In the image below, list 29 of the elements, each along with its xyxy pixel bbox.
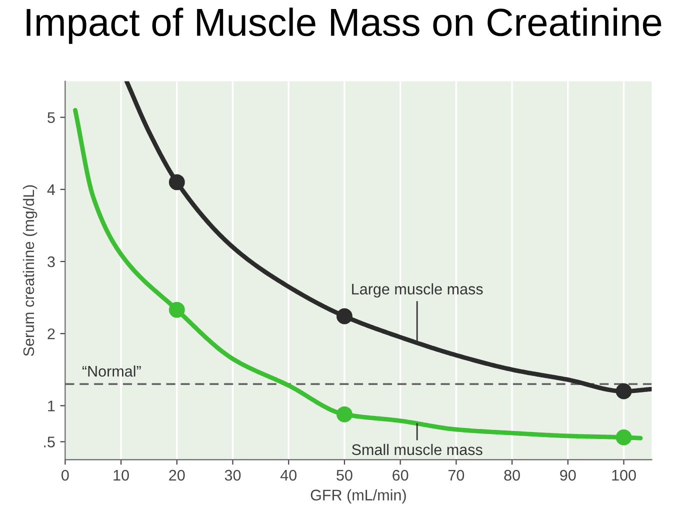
y-tick-label: 4 xyxy=(47,184,55,195)
y-tick-label: 5 xyxy=(48,112,55,124)
chart-title: Impact of Muscle Mass on Creatinine xyxy=(26,8,662,44)
y-tick-label: 2 xyxy=(48,328,55,340)
point xyxy=(168,174,185,190)
y-tick-label: 3 xyxy=(48,256,55,268)
annotation: Large muscle mass xyxy=(352,283,483,298)
x-tick-label: 0 xyxy=(62,470,69,481)
y-axis-title: Serum creatinine (mg/dL) xyxy=(22,185,38,356)
x-tick-label: 100 xyxy=(612,470,636,481)
x-tick-label: 10 xyxy=(114,470,129,481)
x-tick-label: 80 xyxy=(504,470,520,481)
x-tick-label: 90 xyxy=(560,470,576,481)
point xyxy=(168,302,185,318)
point xyxy=(616,429,632,446)
x-tick-label: 20 xyxy=(169,470,185,481)
point xyxy=(616,383,632,400)
x-axis-title: GFR (mL/min) xyxy=(310,489,406,504)
x-tick-label: 50 xyxy=(336,470,352,481)
annotation: Small muscle mass xyxy=(352,444,482,456)
ref-line-label: “Normal” xyxy=(82,365,141,377)
x-tick-label: 70 xyxy=(448,470,464,481)
y-tick-label: 1 xyxy=(48,400,55,412)
x-tick-label: 30 xyxy=(224,470,241,481)
y-tick-label: .5 xyxy=(44,436,55,448)
point xyxy=(336,308,352,324)
x-tick-label: 40 xyxy=(280,470,297,481)
point xyxy=(336,406,352,422)
x-tick-label: 60 xyxy=(392,470,408,481)
